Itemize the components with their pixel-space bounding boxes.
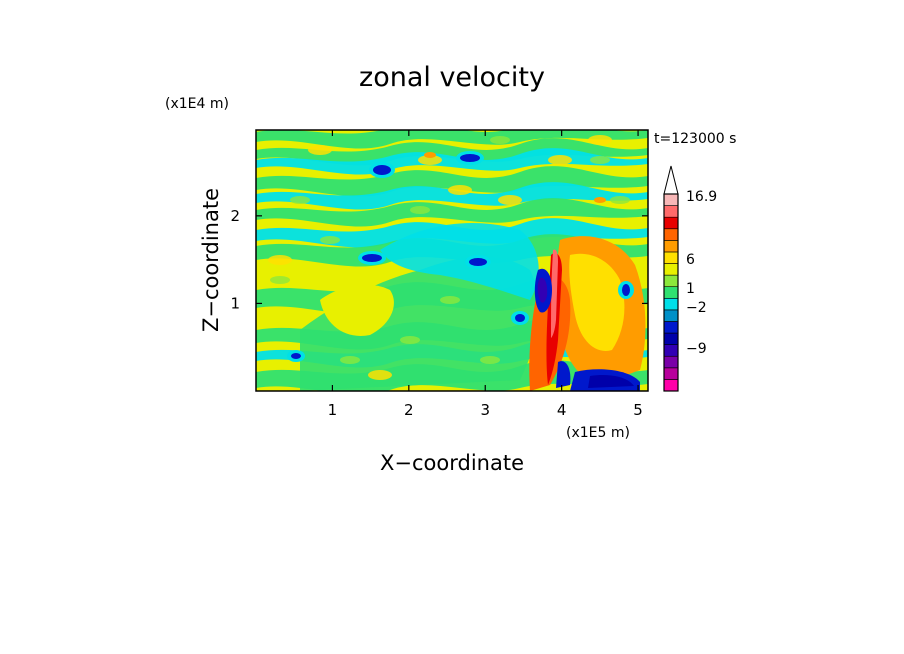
x-tick-label: 4 [557, 401, 567, 419]
y-axis: 12 [230, 207, 648, 312]
contour-blob [270, 276, 290, 284]
contour-band [256, 130, 648, 149]
time-label: t=123000 s [654, 131, 736, 147]
y-axis-label: Z−coordinate [199, 188, 223, 332]
contour-band [256, 166, 648, 197]
contour-blob [622, 284, 630, 296]
contour-blob [424, 152, 436, 158]
contour-blob [440, 296, 460, 304]
contour-region [320, 284, 394, 336]
colorbar-segment [663, 355, 679, 369]
colorbar-segment [663, 297, 679, 311]
colorbar-frame [663, 193, 679, 392]
contour-blob [480, 356, 500, 364]
x-unit-label: (x1E5 m) [566, 425, 630, 441]
colorbar: 16.9 6 1 −2 −9 [663, 165, 717, 392]
contour-band [256, 148, 648, 175]
colorbar-label: −2 [686, 300, 707, 316]
contour-blob [548, 155, 572, 165]
x-axis: 1 2 3 4 5 [328, 130, 643, 419]
contour-blob [498, 195, 522, 205]
colorbar-segment [663, 263, 679, 276]
contour-blob [448, 185, 472, 195]
contour-blob [594, 197, 606, 203]
contour-blob [469, 258, 487, 266]
x-axis-label: X−coordinate [380, 451, 524, 475]
contour-blob [490, 136, 510, 144]
contour-field [256, 130, 648, 391]
contour-blob [610, 196, 630, 204]
y-unit-label: (x1E4 m) [165, 96, 229, 112]
contour-blob [400, 336, 420, 344]
contour-region [537, 277, 548, 303]
contour-band [256, 198, 648, 227]
colorbar-segment [663, 193, 679, 206]
chart-title: zonal velocity [359, 62, 545, 93]
contour-blob [268, 255, 292, 265]
contour-blob [368, 370, 392, 380]
x-tick-label: 2 [404, 401, 414, 419]
colorbar-extend-arrow [663, 165, 679, 195]
contour-region [569, 253, 625, 351]
colorbar-segment [663, 216, 679, 230]
contour-region [551, 249, 558, 338]
contour-blob [515, 314, 525, 322]
x-tick-label: 1 [328, 401, 338, 419]
colorbar-label: 1 [686, 281, 695, 297]
x-tick-label: 3 [480, 401, 490, 419]
contour-blob [340, 356, 360, 364]
plot-frame [255, 129, 649, 392]
contour-region [588, 375, 634, 388]
x-tick-label: 5 [633, 401, 643, 419]
contour-blob [418, 155, 442, 165]
contour-blob [460, 154, 480, 162]
contour-blob [362, 254, 382, 262]
colorbar-segment [663, 344, 679, 357]
colorbar-segment [663, 379, 679, 392]
colorbar-segment [663, 205, 679, 218]
colorbar-segment [663, 228, 679, 241]
colorbar-segment [663, 309, 679, 322]
contour-region [300, 256, 539, 391]
colorbar-label: 6 [686, 252, 695, 268]
colorbar-segment [663, 321, 679, 334]
colorbar-segment [663, 332, 679, 345]
contour-blob [291, 353, 301, 359]
colorbar-label: −9 [686, 341, 707, 357]
y-tick-label: 1 [230, 294, 240, 312]
colorbar-segment [663, 367, 679, 380]
colorbar-segment [663, 251, 679, 264]
contour-region [380, 222, 539, 300]
colorbar-segment [663, 240, 679, 253]
colorbar-segment [663, 274, 679, 288]
contour-blob [308, 145, 332, 155]
contour-blob [320, 236, 340, 244]
contour-band [256, 138, 648, 166]
contour-blob [590, 156, 610, 164]
contour-band [256, 182, 648, 210]
contour-blob [410, 206, 430, 214]
contour-blob [373, 165, 391, 175]
contour-region [556, 361, 571, 388]
contour-blob [588, 135, 612, 145]
colorbar-segment [663, 286, 679, 299]
y-tick-label: 2 [230, 207, 240, 225]
colorbar-label: 16.9 [686, 189, 717, 205]
contour-blob [290, 196, 310, 204]
